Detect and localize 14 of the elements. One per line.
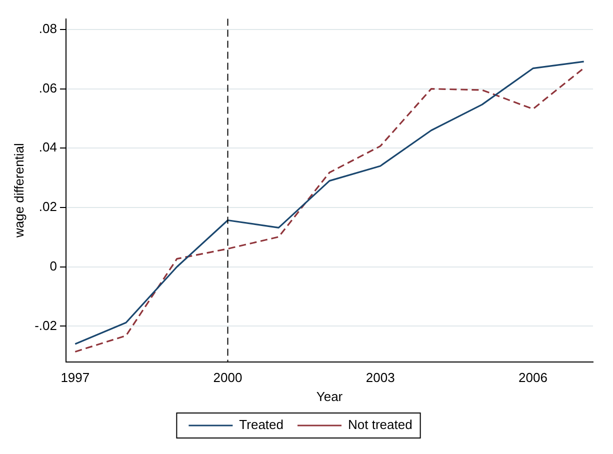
x-axis-title: Year bbox=[316, 388, 344, 404]
y-tick-label: .08 bbox=[38, 21, 57, 36]
x-tick-label: 2006 bbox=[518, 370, 548, 386]
y-axis-title: wage differential bbox=[11, 142, 26, 239]
y-tick-label: .04 bbox=[38, 140, 57, 155]
x-tick-label: 2000 bbox=[213, 370, 242, 386]
legend-label: Treated bbox=[239, 417, 284, 432]
y-tick-label: .02 bbox=[38, 199, 57, 214]
y-tick-label: 0 bbox=[50, 258, 57, 274]
legend-label: Not treated bbox=[348, 417, 412, 432]
x-tick-label: 2003 bbox=[366, 370, 395, 386]
y-tick-label: .06 bbox=[38, 80, 57, 96]
y-tick-label: -.02 bbox=[34, 318, 57, 333]
x-tick-label: 1997 bbox=[60, 370, 90, 386]
